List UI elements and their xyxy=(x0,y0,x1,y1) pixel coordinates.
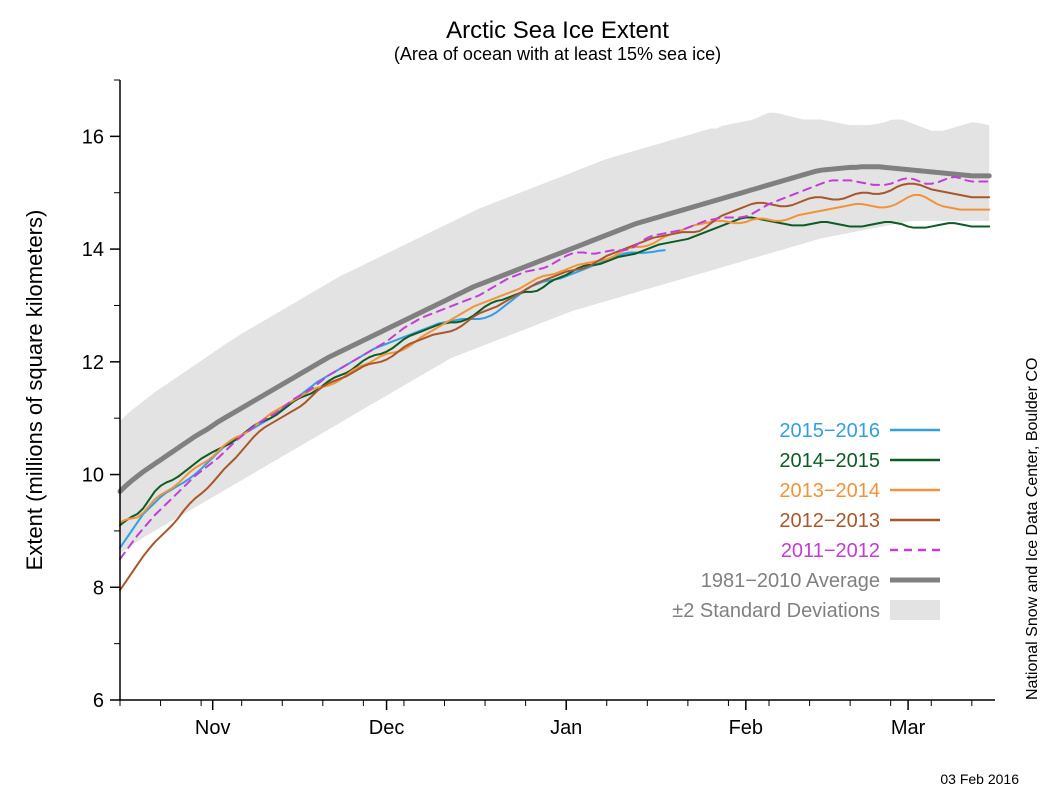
chart-title: Arctic Sea Ice Extent xyxy=(446,17,669,44)
y-tick-label: 6 xyxy=(93,690,104,712)
x-tick-label: Feb xyxy=(729,717,763,739)
y-axis-label: Extent (millions of square kilometers) xyxy=(22,210,47,571)
x-tick-label: Mar xyxy=(891,717,926,739)
legend-label-average: 1981−2010 Average xyxy=(701,570,880,592)
legend-label-2015-2016: 2015−2016 xyxy=(779,420,880,442)
legend-label-2012-2013: 2012−2013 xyxy=(779,510,880,532)
y-tick-label: 8 xyxy=(93,577,104,599)
sea-ice-chart: Arctic Sea Ice Extent(Area of ocean with… xyxy=(0,0,1059,806)
y-tick-label: 10 xyxy=(82,465,104,487)
legend-label-2013-2014: 2013−2014 xyxy=(779,480,880,502)
legend-label-2014-2015: 2014−2015 xyxy=(779,450,880,472)
y-tick-label: 14 xyxy=(82,239,104,261)
y-tick-label: 16 xyxy=(82,126,104,148)
figure-date: 03 Feb 2016 xyxy=(940,771,1019,787)
legend-label-band: ±2 Standard Deviations xyxy=(672,600,880,622)
attribution-label: National Snow and Ice Data Center, Bould… xyxy=(1024,358,1041,700)
legend-label-2011-2012: 2011−2012 xyxy=(781,540,880,562)
x-tick-label: Jan xyxy=(550,717,582,739)
x-tick-label: Nov xyxy=(195,717,231,739)
legend-swatch-band xyxy=(890,600,940,620)
y-tick-label: 12 xyxy=(82,352,104,374)
x-tick-label: Dec xyxy=(369,717,405,739)
chart-subtitle: (Area of ocean with at least 15% sea ice… xyxy=(394,44,721,64)
